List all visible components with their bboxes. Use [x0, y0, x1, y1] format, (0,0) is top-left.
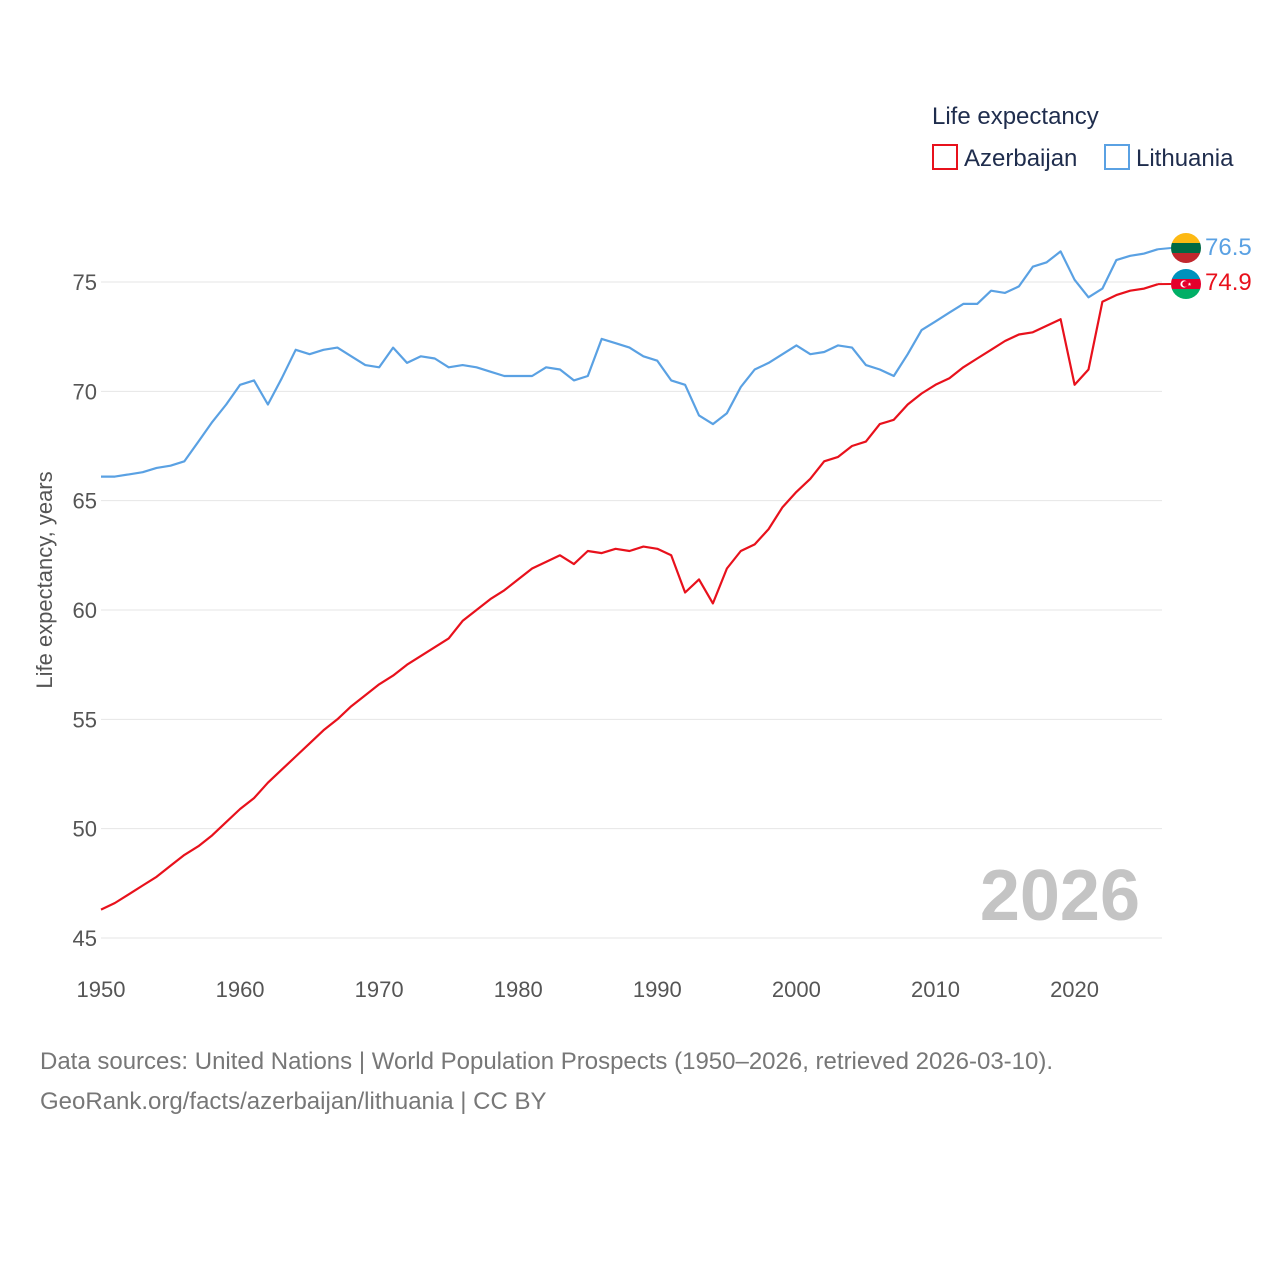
y-tick-label: 55 [73, 707, 97, 732]
legend-item-lithuania[interactable]: Lithuania [1104, 144, 1234, 172]
legend-swatch-azerbaijan [932, 144, 958, 170]
y-tick-label: 60 [73, 598, 97, 623]
x-axis: 1950 1960 1970 1980 1990 2000 2010 2020 [77, 977, 1100, 1002]
x-tick-label: 2000 [772, 977, 821, 1002]
series-line-lithuania[interactable] [101, 248, 1159, 478]
x-tick-label: 1950 [77, 977, 126, 1002]
end-label-azerbaijan: 74.9 [1205, 269, 1252, 296]
y-tick-label: 75 [73, 270, 97, 295]
attribution-text[interactable]: GeoRank.org/facts/azerbaijan/lithuania |… [40, 1088, 547, 1115]
y-tick-label: 70 [73, 379, 97, 404]
legend: Life expectancy Azerbaijan Lithuania [932, 103, 1234, 172]
legend-label-lithuania: Lithuania [1136, 145, 1234, 172]
current-year-label: 2026 [980, 856, 1140, 936]
series-line-azerbaijan[interactable] [100, 283, 1159, 911]
x-tick-label: 1960 [216, 977, 265, 1002]
azerbaijan-flag-icon [1171, 269, 1201, 299]
x-tick-label: 1970 [355, 977, 404, 1002]
series-lines [100, 247, 1172, 911]
y-tick-label: 45 [73, 926, 97, 951]
legend-label-azerbaijan: Azerbaijan [964, 145, 1077, 172]
x-tick-label: 2010 [911, 977, 960, 1002]
x-tick-label: 1990 [633, 977, 682, 1002]
y-tick-label: 50 [73, 817, 97, 842]
y-axis: 45 50 55 60 65 70 75 [73, 270, 97, 951]
lithuania-flag-icon [1171, 233, 1201, 263]
grid-lines [101, 281, 1162, 939]
legend-item-azerbaijan[interactable]: Azerbaijan [932, 144, 1077, 172]
x-tick-label: 1980 [494, 977, 543, 1002]
legend-swatch-lithuania [1104, 144, 1130, 170]
end-label-lithuania: 76.5 [1205, 234, 1252, 261]
legend-title: Life expectancy [932, 103, 1099, 130]
x-tick-label: 2020 [1050, 977, 1099, 1002]
y-tick-label: 65 [73, 489, 97, 514]
end-markers: 76.5 74.9 [1171, 233, 1252, 299]
data-source-text: Data sources: United Nations | World Pop… [40, 1048, 1054, 1075]
y-axis-title: Life expectancy, years [32, 471, 57, 688]
end-connector-lithuania [1157, 247, 1172, 251]
source-note: Data sources: United Nations | World Pop… [40, 1042, 1240, 1122]
